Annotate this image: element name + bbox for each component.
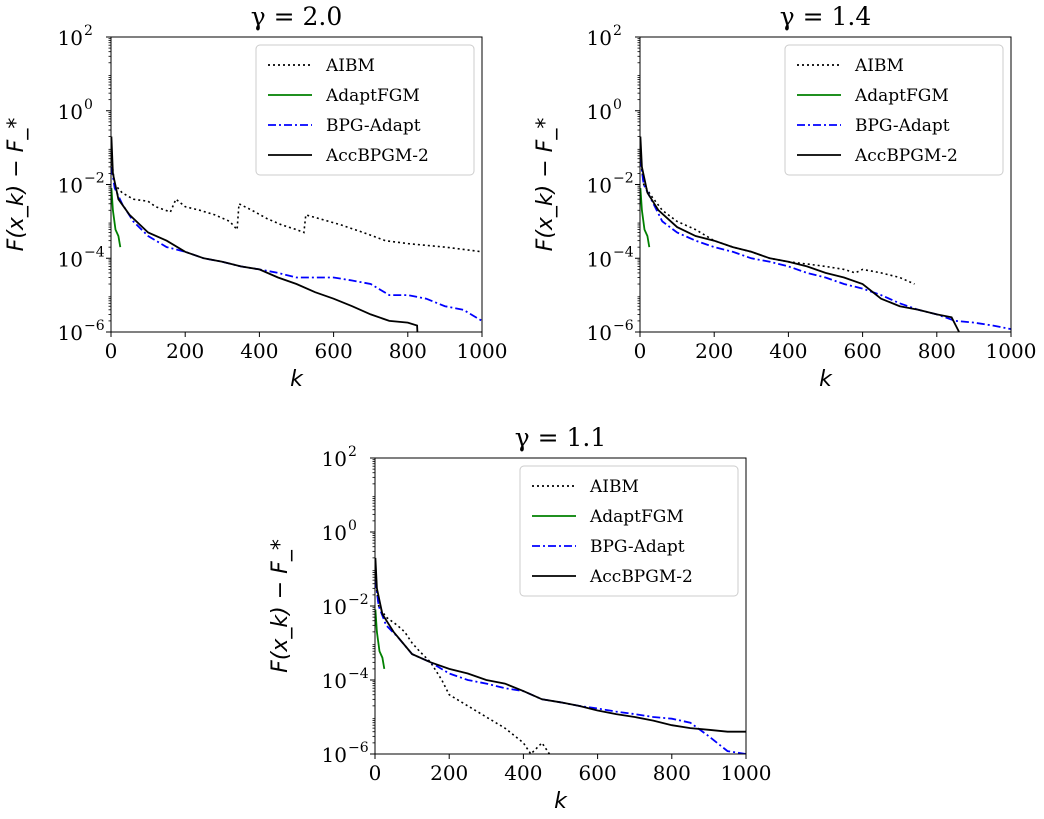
- y-tick-exponent: 0: [348, 518, 357, 534]
- y-axis-label: F(x_k) − F_*: [4, 118, 29, 252]
- x-axis-label: k: [554, 789, 568, 814]
- series-line-bpg-adapt: [111, 166, 482, 322]
- y-tick-exponent: 2: [348, 444, 357, 460]
- chart-title: γ = 1.1: [515, 423, 607, 452]
- legend-label: BPG-Adapt: [590, 537, 685, 557]
- x-tick-label: 0: [105, 339, 118, 363]
- x-axis-label: k: [819, 367, 833, 392]
- legend-label: BPG-Adapt: [326, 116, 421, 136]
- y-tick-label: 10: [587, 174, 612, 198]
- x-tick-label: 200: [430, 761, 468, 785]
- y-tick-exponent: −4: [348, 666, 369, 682]
- series-line-accbpgm-2: [111, 136, 419, 332]
- x-axis-label: k: [290, 367, 304, 392]
- legend-box: [255, 44, 475, 176]
- x-tick-label: 200: [166, 339, 204, 363]
- x-tick-label: 1000: [457, 339, 508, 363]
- legend-box: [519, 465, 739, 597]
- legend-label: AdaptFGM: [854, 86, 949, 106]
- series-line-aibm: [111, 158, 482, 253]
- y-tick-label: 10: [587, 26, 612, 50]
- chart-title: γ = 2.0: [251, 2, 343, 31]
- y-tick-exponent: −2: [348, 592, 369, 608]
- y-axis-label: F(x_k) − F_*: [268, 539, 293, 673]
- legend-label: AccBPGM-2: [854, 146, 958, 166]
- y-tick-label: 10: [58, 100, 83, 124]
- y-tick-label: 10: [58, 247, 83, 271]
- x-tick-label: 400: [504, 761, 542, 785]
- y-tick-exponent: −4: [84, 244, 105, 260]
- x-tick-label: 800: [918, 339, 956, 363]
- x-tick-label: 0: [634, 339, 647, 363]
- x-tick-label: 600: [844, 339, 882, 363]
- y-axis-label: F(x_k) − F_*: [533, 118, 558, 252]
- series-line-accbpgm-2: [375, 557, 746, 733]
- x-tick-label: 0: [369, 761, 382, 785]
- series-line-bpg-adapt: [640, 158, 1011, 330]
- y-tick-label: 10: [322, 669, 347, 693]
- y-tick-exponent: 2: [613, 23, 622, 39]
- legend-label: BPG-Adapt: [855, 116, 950, 136]
- y-tick-exponent: −6: [84, 318, 105, 334]
- series-line-aibm: [640, 158, 915, 285]
- y-tick-label: 10: [58, 26, 83, 50]
- y-tick-exponent: 2: [84, 23, 93, 39]
- y-tick-label: 10: [322, 521, 347, 545]
- legend-label: AIBM: [589, 477, 639, 497]
- legend-label: AdaptFGM: [589, 507, 684, 527]
- legend-box: [784, 44, 1004, 176]
- y-tick-exponent: 0: [84, 97, 93, 113]
- legend-label: AIBM: [325, 56, 375, 76]
- y-tick-label: 10: [322, 447, 347, 471]
- y-tick-label: 10: [322, 595, 347, 619]
- legend-label: AIBM: [854, 56, 904, 76]
- y-tick-label: 10: [58, 321, 83, 345]
- x-tick-label: 400: [240, 339, 278, 363]
- series-line-aibm: [375, 579, 551, 754]
- y-tick-exponent: 0: [613, 97, 622, 113]
- legend-label: AdaptFGM: [325, 86, 420, 106]
- x-tick-label: 800: [389, 339, 427, 363]
- series-line-accbpgm-2: [640, 136, 960, 332]
- series-line-adaptfgm: [111, 188, 122, 248]
- series-line-adaptfgm: [640, 188, 651, 248]
- y-tick-exponent: −4: [613, 244, 634, 260]
- chart-title: γ = 1.4: [780, 2, 872, 31]
- y-tick-label: 10: [58, 174, 83, 198]
- y-tick-exponent: −6: [348, 740, 369, 756]
- x-tick-label: 1000: [986, 339, 1037, 363]
- x-tick-label: 600: [579, 761, 617, 785]
- legend-label: AccBPGM-2: [325, 146, 429, 166]
- series-line-adaptfgm: [375, 609, 386, 670]
- x-tick-label: 400: [769, 339, 807, 363]
- y-tick-label: 10: [587, 247, 612, 271]
- y-tick-exponent: −2: [84, 171, 105, 187]
- y-tick-label: 10: [322, 743, 347, 767]
- y-tick-exponent: −2: [613, 171, 634, 187]
- x-tick-label: 600: [315, 339, 353, 363]
- y-tick-label: 10: [587, 100, 612, 124]
- x-tick-label: 200: [695, 339, 733, 363]
- y-tick-exponent: −6: [613, 318, 634, 334]
- y-tick-label: 10: [587, 321, 612, 345]
- x-tick-label: 1000: [721, 761, 772, 785]
- legend-label: AccBPGM-2: [589, 567, 693, 587]
- x-tick-label: 800: [653, 761, 691, 785]
